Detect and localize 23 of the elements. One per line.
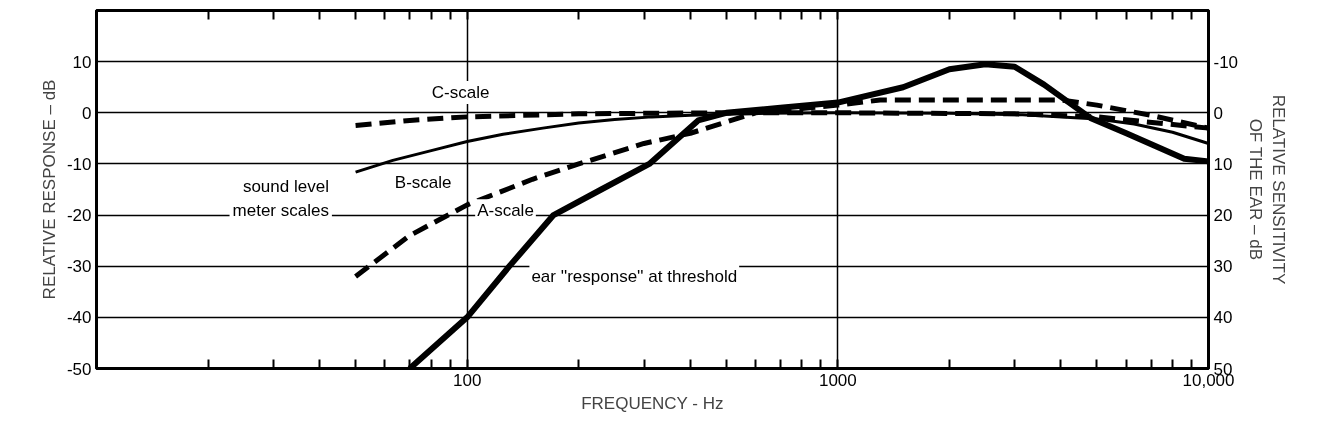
x-axis-title: FREQUENCY - Hz (581, 393, 724, 413)
series-label: B-scale (394, 172, 452, 192)
y-tick-label: 10 (72, 52, 92, 72)
y-tick-label: -40 (66, 308, 92, 328)
y2-tick-label: -10 (1213, 52, 1239, 72)
y-tick-label: -30 (66, 257, 92, 277)
y-tick-label: -20 (66, 206, 92, 226)
series-label: A-scale (477, 201, 534, 221)
x-tick-label: 100 (452, 370, 482, 390)
y-tick-label: -50 (66, 359, 92, 379)
y-tick-label: 0 (82, 103, 92, 123)
y-axis-title: RELATIVE RESPONSE – dB (39, 79, 59, 300)
y2-tick-label: 30 (1213, 257, 1233, 277)
y2-tick-label: 20 (1213, 206, 1233, 226)
y-tick-label: -10 (66, 154, 92, 174)
annotation: sound level meter scales (232, 176, 329, 221)
series-label: ear ''response'' at threshold (531, 266, 738, 286)
y2-tick-label: 10 (1213, 154, 1233, 174)
y2-tick-label: 0 (1213, 103, 1223, 123)
series-label: C-scale (431, 82, 490, 102)
y2-axis-title: RELATIVE SENSITIVITY OF THE EAR – dB (1246, 94, 1288, 285)
y2-tick-label: 40 (1213, 308, 1233, 328)
x-tick-label: 1000 (818, 370, 857, 390)
